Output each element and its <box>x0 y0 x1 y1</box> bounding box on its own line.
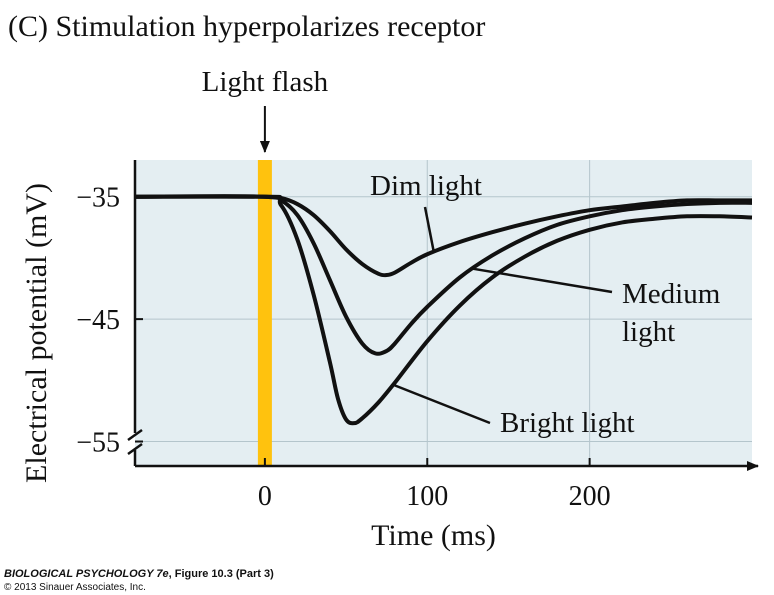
annotation-label-2: Bright light <box>500 407 635 439</box>
annotation-layer: Dim light Medium light Bright light <box>370 170 721 439</box>
annotation-label-1-line2: light <box>622 316 675 348</box>
caption-figure-ref: , Figure 10.3 (Part 3) <box>169 568 274 580</box>
series-line-bright-light <box>134 194 753 426</box>
caption-line-1: BIOLOGICAL PSYCHOLOGY 7e, Figure 10.3 (P… <box>4 568 274 580</box>
plot-area <box>135 160 752 466</box>
y-axis-break-mark-2 <box>127 442 143 456</box>
series-line-dim-light <box>134 194 753 278</box>
x-axis-label: Time (ms) <box>371 519 496 552</box>
axes <box>127 160 759 471</box>
chart-title: (C) Stimulation hyperpolarizes receptor <box>8 10 485 43</box>
x-tick-label: 100 <box>406 481 448 512</box>
caption-book-title: BIOLOGICAL PSYCHOLOGY 7e <box>4 568 169 580</box>
x-tick-label: 0 <box>258 481 272 512</box>
tick-labels: 0 100 200 −35 −45 −55 <box>76 183 610 512</box>
light-flash-label: Light flash <box>202 66 329 98</box>
x-tick-label: 200 <box>569 481 611 512</box>
y-axis-break-mark-1 <box>127 428 143 442</box>
y-tick-label: −35 <box>76 183 120 214</box>
y-tick-label: −55 <box>76 428 120 459</box>
y-tick-label: −45 <box>76 305 120 336</box>
annotation-leader-2 <box>392 383 491 425</box>
light-flash-bar <box>257 160 272 466</box>
series-line-medium-light <box>134 194 753 356</box>
series-layer <box>134 194 753 426</box>
annotation-leader-1 <box>472 267 613 294</box>
annotation-leader-0 <box>423 206 435 253</box>
caption-line-2: © 2013 Sinauer Associates, Inc. <box>4 582 146 593</box>
y-axis-label: Electrical potential (mV) <box>20 183 53 483</box>
annotation-label-0: Dim light <box>370 170 482 202</box>
annotation-label-1: Medium <box>622 278 721 310</box>
